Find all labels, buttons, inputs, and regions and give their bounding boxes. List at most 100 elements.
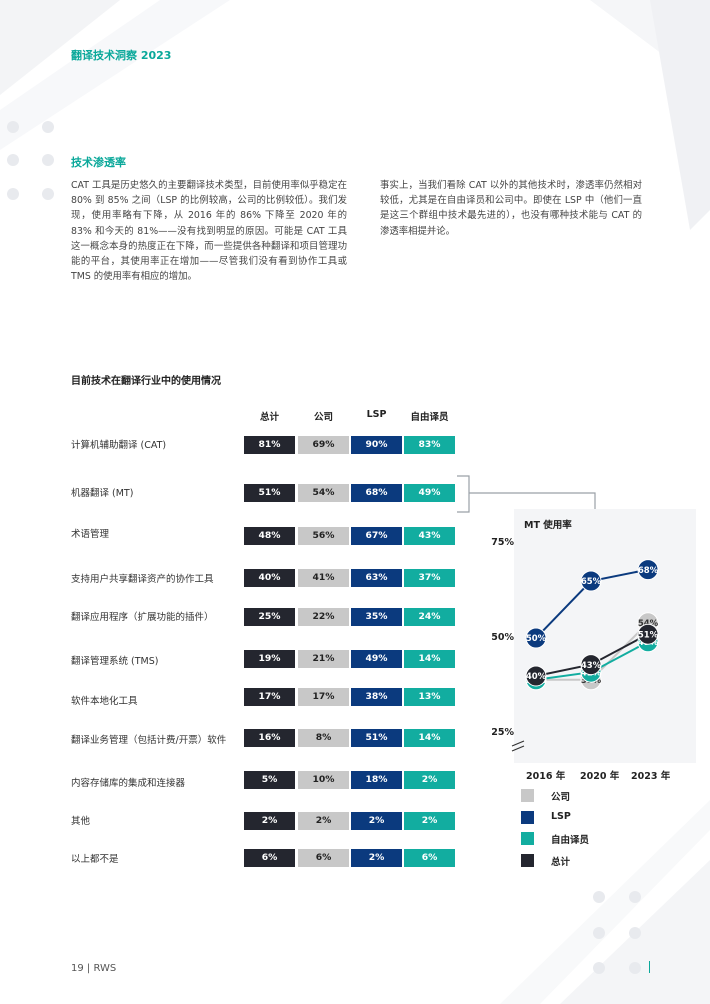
data-point: 43% [580,654,602,676]
cell-freelancer: 49% [404,484,455,502]
table-row: 翻译管理系统 (TMS) 19% 21% 49% 14% [0,650,470,668]
table-row: 内容存储库的集成和连接器 5% 10% 18% 2% [0,771,470,789]
cell-freelancer: 2% [404,812,455,830]
cell-company: 10% [298,771,349,789]
row-label: 支持用户共享翻译资产的协作工具 [71,574,214,585]
table-row: 计算机辅助翻译 (CAT) 81% 69% 90% 83% [0,436,470,454]
cell-company: 8% [298,729,349,747]
cell-lsp: 35% [351,608,402,626]
row-label: 内容存储库的集成和连接器 [71,778,186,789]
cell-total: 6% [244,849,295,867]
cell-total: 25% [244,608,295,626]
section-heading: 技术渗透率 [71,156,126,169]
table-row: 翻译应用程序（扩展功能的插件） 25% 22% 35% 24% [0,608,470,626]
cell-lsp: 90% [351,436,402,454]
data-label: 65% [581,577,602,587]
cell-company: 6% [298,849,349,867]
data-label: 68% [638,566,659,576]
data-label: 51% [638,630,659,640]
cell-freelancer: 83% [404,436,455,454]
cell-total: 2% [244,812,295,830]
cell-lsp: 2% [351,812,402,830]
cell-freelancer: 14% [404,650,455,668]
table-row: 支持用户共享翻译资产的协作工具 40% 41% 63% 37% [0,569,470,587]
data-point: 40% [525,665,547,687]
cell-lsp: 67% [351,527,402,545]
cell-total: 19% [244,650,295,668]
axis-break-mark [511,740,525,752]
row-label: 术语管理 [71,529,110,540]
cell-total: 5% [244,771,295,789]
cell-lsp: 38% [351,688,402,706]
cell-total: 40% [244,569,295,587]
legend-label-company: 公司 [551,792,571,803]
cell-freelancer: 37% [404,569,455,587]
legend-label-total: 总计 [551,857,571,868]
x-tick-label: 2020 年 [580,771,620,782]
legend-swatch-freelancer [521,832,534,845]
cell-lsp: 49% [351,650,402,668]
column-header-lsp: LSP [366,409,387,420]
table-row: 其他 2% 2% 2% 2% [0,812,470,830]
report-title: 翻译技术洞察 2023 [71,49,172,62]
cell-company: 41% [298,569,349,587]
cell-company: 21% [298,650,349,668]
y-tick-label: 75% [491,537,514,548]
row-label: 软件本地化工具 [71,696,138,707]
cell-freelancer: 13% [404,688,455,706]
row-label: 翻译应用程序（扩展功能的插件） [71,612,214,623]
cell-company: 69% [298,436,349,454]
cell-lsp: 2% [351,849,402,867]
cell-company: 56% [298,527,349,545]
table-title: 目前技术在翻译行业中的使用情况 [71,376,221,387]
mt-chart-title: MT 使用率 [524,520,572,531]
column-header-freelancer: 自由译员 [410,412,449,423]
paragraph-right: 事实上，当我们看除 CAT 以外的其他技术时，渗透率仍然相对较低，尤其是在自由译… [380,180,642,237]
row-label: 以上都不是 [71,854,119,865]
cell-freelancer: 24% [404,608,455,626]
cell-lsp: 18% [351,771,402,789]
data-point: 68% [637,559,659,581]
data-label: 50% [526,634,547,644]
legend-swatch-company [521,789,534,802]
row-label: 翻译业务管理（包括计费/开票）软件 [71,735,227,746]
x-tick-label: 2023 年 [631,771,671,782]
table-row: 机器翻译 (MT) 51% 54% 68% 49% [0,484,470,502]
cell-company: 17% [298,688,349,706]
legend-swatch-total [521,854,534,867]
column-header-total: 总计 [259,412,279,423]
column-header-company: 公司 [313,412,333,423]
row-label: 计算机辅助翻译 (CAT) [71,440,167,451]
cell-freelancer: 6% [404,849,455,867]
cell-company: 54% [298,484,349,502]
cell-total: 17% [244,688,295,706]
x-tick-label: 2016 年 [526,771,566,782]
cell-total: 16% [244,729,295,747]
row-label: 机器翻译 (MT) [71,488,134,499]
y-tick-label: 25% [491,727,514,738]
table-row: 以上都不是 6% 6% 2% 6% [0,849,470,867]
cell-total: 81% [244,436,295,454]
table-row: 术语管理 48% 56% 67% 43% [0,527,470,545]
page-footer: 19 | RWS [71,963,117,974]
legend-swatch-lsp [521,811,534,824]
cell-freelancer: 43% [404,527,455,545]
cell-total: 48% [244,527,295,545]
y-tick-label: 50% [491,632,514,643]
row-label: 翻译管理系统 (TMS) [71,656,159,667]
cell-lsp: 51% [351,729,402,747]
cell-lsp: 68% [351,484,402,502]
legend-label-lsp: LSP [551,811,571,822]
cell-lsp: 63% [351,569,402,587]
paragraph-left: CAT 工具是历史悠久的主要翻译技术类型，目前使用率似乎稳定在 80% 到 85… [71,180,347,283]
cell-company: 22% [298,608,349,626]
cell-freelancer: 2% [404,771,455,789]
data-point: 51% [637,623,659,645]
footer-accent-bar [649,961,650,973]
cell-total: 51% [244,484,295,502]
data-point: 50% [525,627,547,649]
data-label: 43% [581,661,602,671]
data-label: 40% [526,672,547,682]
